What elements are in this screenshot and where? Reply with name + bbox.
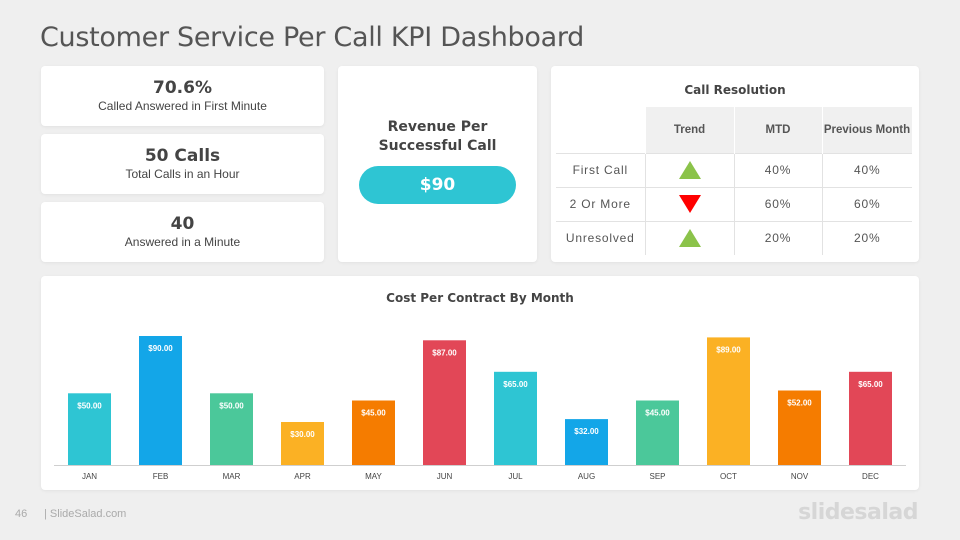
kpi-label: Answered in a Minute: [124, 235, 241, 249]
brand-logo: slidesalad: [798, 500, 918, 525]
bar-may: [352, 400, 395, 465]
kpi-label: Total Calls in an Hour: [125, 167, 240, 181]
trend-cell: [644, 152, 734, 187]
revenue-value-pill: $90: [359, 166, 516, 204]
bar-oct: [707, 337, 750, 465]
bar-jan: [68, 393, 111, 465]
bar-jun: [423, 340, 466, 465]
table-row: First Call 40% 40%: [556, 152, 912, 187]
bar-value-label: $45.00: [645, 409, 670, 418]
bar-aug: [565, 419, 608, 465]
table-header-row: Trend MTD Previous Month: [556, 107, 913, 153]
kpi-value: 70.6%: [153, 78, 212, 98]
header-trend: Trend: [645, 107, 735, 153]
bar-value-label: $89.00: [716, 345, 741, 354]
call-resolution-table: Trend MTD Previous Month First Call 40% 40…: [556, 107, 913, 255]
cost-bar-chart: $50.00 JAN $90.00 FEB $50.00 MAR $30.00 APR $45.…: [54, 336, 906, 481]
x-tick-label: JUL: [508, 472, 523, 481]
kpi-card-answered-minute: 40 Answered in a Minute: [41, 202, 324, 262]
prev-cell: 20%: [821, 220, 912, 255]
chart-title: Cost Per Contract By Month: [386, 291, 574, 305]
kpi-card-first-minute: 70.6% Called Answered in First Minute: [41, 66, 324, 126]
row-label: First Call: [556, 152, 645, 187]
bar-mar: [210, 393, 253, 465]
kpi-label: Called Answered in First Minute: [98, 99, 267, 113]
x-tick-label: SEP: [649, 472, 665, 481]
prev-cell: 60%: [821, 186, 912, 221]
bar-value-label: $87.00: [432, 348, 457, 357]
row-label: 2 Or More: [556, 186, 645, 221]
kpi-card-total-calls: 50 Calls Total Calls in an Hour: [41, 134, 324, 194]
prev-cell: 40%: [821, 152, 912, 187]
trend-up-icon: [678, 229, 701, 248]
cost-chart-card: Cost Per Contract By Month $50.00 JAN $90.…: [41, 276, 919, 490]
x-tick-label: MAR: [223, 472, 241, 481]
mtd-cell: 40%: [733, 152, 822, 187]
page-number: 46: [15, 508, 28, 520]
page-title: Customer Service Per Call KPI Dashboard: [40, 22, 585, 53]
kpi-value: 40: [170, 214, 195, 234]
footer-site-text: | SlideSalad.com: [44, 508, 127, 520]
revenue-card: Revenue Per Successful Call $90: [338, 66, 537, 262]
header-mtd: MTD: [734, 107, 823, 153]
bar-dec: [849, 371, 892, 465]
bar-value-label: $32.00: [574, 427, 599, 436]
x-tick-label: JAN: [82, 472, 97, 481]
trend-cell: [644, 220, 734, 255]
bar-feb: [139, 336, 182, 465]
revenue-title: Revenue Per Successful Call: [378, 119, 497, 154]
mtd-cell: 20%: [733, 220, 822, 255]
bar-value-label: $45.00: [361, 409, 386, 418]
x-tick-label: JUN: [437, 472, 453, 481]
x-tick-label: AUG: [578, 472, 595, 481]
header-previous-month: Previous Month: [822, 107, 913, 153]
x-tick-label: MAY: [365, 472, 382, 481]
bar-value-label: $65.00: [503, 380, 528, 389]
mtd-cell: 60%: [733, 186, 822, 221]
bar-value-label: $90.00: [148, 344, 173, 353]
bar-value-label: $30.00: [290, 430, 315, 439]
x-tick-label: FEB: [153, 472, 169, 481]
x-tick-label: DEC: [862, 472, 879, 481]
row-label: Unresolved: [556, 220, 645, 255]
bar-value-label: $52.00: [787, 399, 812, 408]
trend-up-icon: [678, 161, 701, 179]
table-row: 2 Or More 60% 60%: [556, 186, 912, 221]
kpi-value: 50 Calls: [144, 146, 221, 166]
call-resolution-title: Call Resolution: [684, 83, 786, 97]
bar-nov: [778, 390, 821, 465]
x-tick-label: NOV: [791, 472, 809, 481]
trend-down-icon: [678, 195, 701, 213]
x-tick-label: APR: [294, 472, 311, 481]
header-empty-cell: [556, 107, 646, 153]
bar-sep: [636, 400, 679, 465]
bar-jul: [494, 371, 537, 465]
trend-cell: [644, 186, 734, 221]
bar-apr: [281, 422, 324, 465]
bar-value-label: $50.00: [219, 401, 244, 410]
x-tick-label: OCT: [720, 472, 737, 481]
call-resolution-card: Call Resolution Trend MTD Previous Month…: [551, 66, 919, 262]
bar-value-label: $50.00: [77, 401, 102, 410]
table-row: Unresolved 20% 20%: [556, 220, 912, 255]
bar-value-label: $65.00: [858, 380, 883, 389]
